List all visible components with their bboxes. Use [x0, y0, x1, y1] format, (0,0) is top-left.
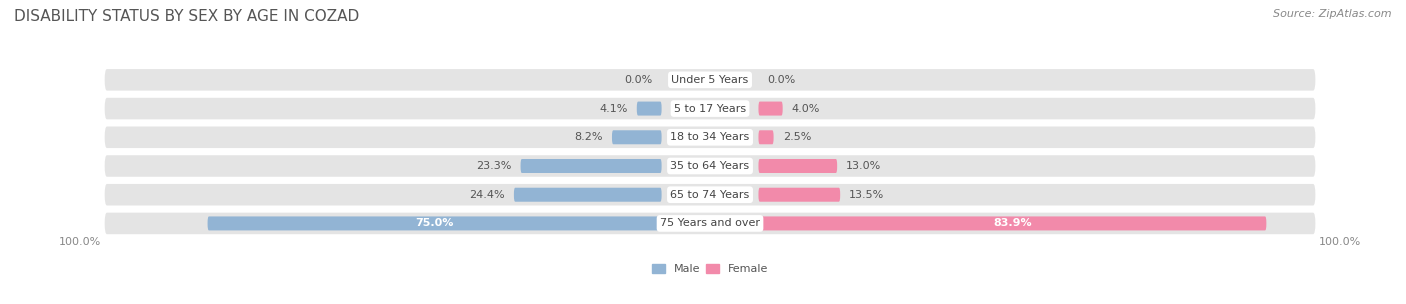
Text: 75 Years and over: 75 Years and over — [659, 219, 761, 228]
Text: 100.0%: 100.0% — [1319, 237, 1361, 247]
Text: 4.0%: 4.0% — [792, 104, 820, 114]
Text: 100.0%: 100.0% — [59, 237, 101, 247]
FancyBboxPatch shape — [104, 126, 1316, 148]
Text: 23.3%: 23.3% — [477, 161, 512, 171]
Text: 24.4%: 24.4% — [470, 190, 505, 200]
FancyBboxPatch shape — [104, 98, 1316, 119]
FancyBboxPatch shape — [758, 159, 837, 173]
FancyBboxPatch shape — [104, 213, 1316, 234]
Text: DISABILITY STATUS BY SEX BY AGE IN COZAD: DISABILITY STATUS BY SEX BY AGE IN COZAD — [14, 9, 360, 24]
FancyBboxPatch shape — [104, 155, 1316, 177]
Text: 0.0%: 0.0% — [768, 75, 796, 85]
FancyBboxPatch shape — [758, 102, 783, 116]
Legend: Male, Female: Male, Female — [647, 259, 773, 279]
FancyBboxPatch shape — [208, 216, 662, 230]
Text: 83.9%: 83.9% — [993, 219, 1032, 228]
Text: Under 5 Years: Under 5 Years — [672, 75, 748, 85]
FancyBboxPatch shape — [104, 69, 1316, 91]
Text: 75.0%: 75.0% — [415, 219, 454, 228]
FancyBboxPatch shape — [520, 159, 662, 173]
Text: Source: ZipAtlas.com: Source: ZipAtlas.com — [1274, 9, 1392, 19]
Text: 2.5%: 2.5% — [783, 132, 811, 142]
Text: 65 to 74 Years: 65 to 74 Years — [671, 190, 749, 200]
Text: 13.5%: 13.5% — [849, 190, 884, 200]
Text: 5 to 17 Years: 5 to 17 Years — [673, 104, 747, 114]
Text: 35 to 64 Years: 35 to 64 Years — [671, 161, 749, 171]
Text: 4.1%: 4.1% — [599, 104, 627, 114]
FancyBboxPatch shape — [612, 130, 662, 144]
FancyBboxPatch shape — [637, 102, 662, 116]
FancyBboxPatch shape — [758, 188, 841, 202]
Text: 0.0%: 0.0% — [624, 75, 652, 85]
Text: 13.0%: 13.0% — [846, 161, 882, 171]
Text: 8.2%: 8.2% — [575, 132, 603, 142]
FancyBboxPatch shape — [758, 130, 773, 144]
Text: 18 to 34 Years: 18 to 34 Years — [671, 132, 749, 142]
FancyBboxPatch shape — [515, 188, 662, 202]
FancyBboxPatch shape — [104, 184, 1316, 206]
FancyBboxPatch shape — [758, 216, 1267, 230]
